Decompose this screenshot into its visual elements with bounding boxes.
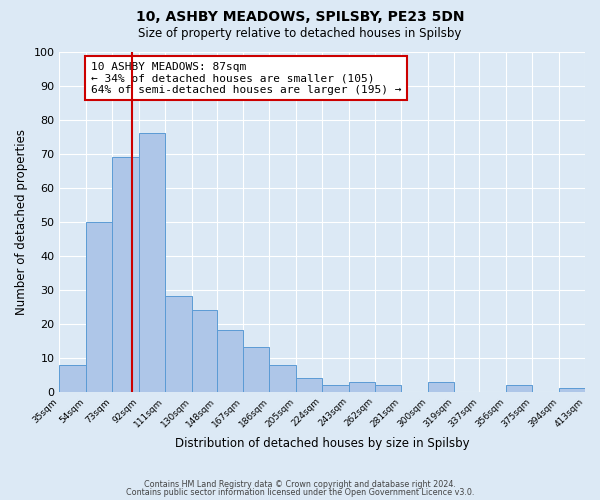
- Bar: [86, 222, 112, 392]
- Bar: [296, 378, 322, 392]
- Bar: [349, 382, 375, 392]
- Bar: [506, 385, 532, 392]
- Bar: [269, 364, 296, 392]
- Bar: [112, 157, 139, 392]
- Bar: [139, 133, 165, 392]
- Bar: [217, 330, 243, 392]
- Text: 10 ASHBY MEADOWS: 87sqm
← 34% of detached houses are smaller (105)
64% of semi-d: 10 ASHBY MEADOWS: 87sqm ← 34% of detache…: [91, 62, 401, 95]
- Bar: [165, 296, 191, 392]
- Text: 10, ASHBY MEADOWS, SPILSBY, PE23 5DN: 10, ASHBY MEADOWS, SPILSBY, PE23 5DN: [136, 10, 464, 24]
- Bar: [428, 382, 454, 392]
- Bar: [59, 364, 86, 392]
- Bar: [375, 385, 401, 392]
- Text: Contains public sector information licensed under the Open Government Licence v3: Contains public sector information licen…: [126, 488, 474, 497]
- Bar: [559, 388, 585, 392]
- X-axis label: Distribution of detached houses by size in Spilsby: Distribution of detached houses by size …: [175, 437, 470, 450]
- Text: Size of property relative to detached houses in Spilsby: Size of property relative to detached ho…: [139, 28, 461, 40]
- Bar: [243, 348, 269, 392]
- Bar: [322, 385, 349, 392]
- Text: Contains HM Land Registry data © Crown copyright and database right 2024.: Contains HM Land Registry data © Crown c…: [144, 480, 456, 489]
- Bar: [191, 310, 217, 392]
- Y-axis label: Number of detached properties: Number of detached properties: [15, 128, 28, 314]
